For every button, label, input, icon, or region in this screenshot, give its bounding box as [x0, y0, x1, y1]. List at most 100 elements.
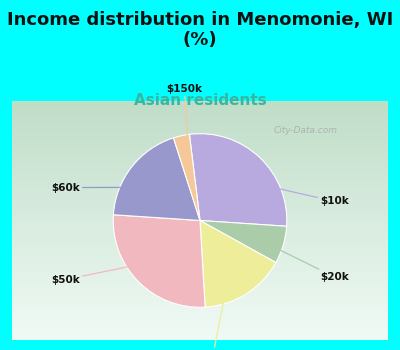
Bar — [12, 236, 388, 237]
Bar — [12, 116, 388, 117]
Bar — [12, 305, 388, 306]
Bar — [12, 276, 388, 278]
Bar — [12, 338, 388, 340]
Bar — [12, 191, 388, 192]
Bar — [12, 238, 388, 239]
Bar — [12, 322, 388, 323]
Bar — [12, 178, 388, 179]
Bar — [12, 293, 388, 294]
Text: $10k: $10k — [239, 180, 349, 206]
Bar — [12, 224, 388, 225]
Bar — [12, 222, 388, 223]
Bar — [12, 321, 388, 322]
Wedge shape — [190, 134, 287, 226]
Wedge shape — [200, 220, 276, 307]
Bar — [12, 147, 388, 148]
Bar — [12, 239, 388, 241]
Bar — [12, 186, 388, 187]
Bar — [12, 259, 388, 260]
Bar — [12, 301, 388, 303]
Bar — [12, 162, 388, 163]
Bar — [12, 248, 388, 249]
Bar — [12, 219, 388, 220]
Bar — [12, 327, 388, 328]
Bar — [12, 144, 388, 146]
Bar — [12, 232, 388, 233]
Bar — [12, 274, 388, 275]
Bar — [12, 198, 388, 199]
Bar — [12, 167, 388, 168]
Bar — [12, 110, 388, 111]
Bar — [12, 105, 388, 106]
Bar — [12, 316, 388, 317]
Bar — [12, 335, 388, 336]
Bar — [12, 329, 388, 330]
Bar — [12, 179, 388, 180]
Bar — [12, 225, 388, 226]
Bar — [12, 284, 388, 285]
Bar — [12, 332, 388, 334]
Bar — [12, 263, 388, 265]
Bar — [12, 324, 388, 325]
Bar — [12, 122, 388, 123]
Bar — [12, 280, 388, 281]
Bar — [12, 169, 388, 170]
Bar — [12, 175, 388, 176]
Bar — [12, 185, 388, 186]
Bar — [12, 102, 388, 103]
Bar — [12, 132, 388, 134]
Bar — [12, 285, 388, 286]
Bar — [12, 298, 388, 299]
Bar — [12, 164, 388, 166]
Bar — [12, 250, 388, 251]
Bar — [12, 161, 388, 162]
Bar — [12, 210, 388, 211]
Bar — [12, 267, 388, 268]
Bar — [12, 269, 388, 271]
Bar — [12, 272, 388, 273]
Bar — [12, 313, 388, 315]
Bar — [12, 217, 388, 218]
Bar — [12, 241, 388, 242]
Bar — [12, 104, 388, 105]
Bar — [12, 249, 388, 250]
Bar — [12, 229, 388, 230]
Bar — [12, 323, 388, 324]
Bar — [12, 123, 388, 124]
Bar — [12, 231, 388, 232]
Bar — [12, 205, 388, 206]
Bar — [12, 262, 388, 263]
Bar — [12, 254, 388, 255]
Bar — [12, 307, 388, 309]
Bar — [12, 318, 388, 319]
Bar — [12, 160, 388, 161]
Bar — [12, 310, 388, 311]
Bar — [12, 159, 388, 160]
Bar — [12, 174, 388, 175]
Bar — [12, 148, 388, 149]
Bar — [12, 242, 388, 243]
Wedge shape — [113, 138, 200, 220]
Bar — [12, 168, 388, 169]
Wedge shape — [174, 134, 200, 220]
Bar — [12, 208, 388, 209]
Bar — [12, 230, 388, 231]
Bar — [12, 182, 388, 184]
Bar — [12, 129, 388, 130]
Bar — [12, 233, 388, 235]
Bar — [12, 212, 388, 214]
Bar — [12, 244, 388, 245]
Bar — [12, 251, 388, 253]
Bar — [12, 325, 388, 327]
Text: $20k: $20k — [250, 235, 349, 282]
Bar — [12, 154, 388, 155]
Bar — [12, 152, 388, 153]
Bar — [12, 317, 388, 318]
Bar — [12, 128, 388, 129]
Bar — [12, 192, 388, 193]
Bar — [12, 143, 388, 144]
Text: $100k: $100k — [195, 268, 231, 350]
Bar — [12, 206, 388, 208]
Bar — [12, 261, 388, 262]
Bar — [12, 287, 388, 288]
